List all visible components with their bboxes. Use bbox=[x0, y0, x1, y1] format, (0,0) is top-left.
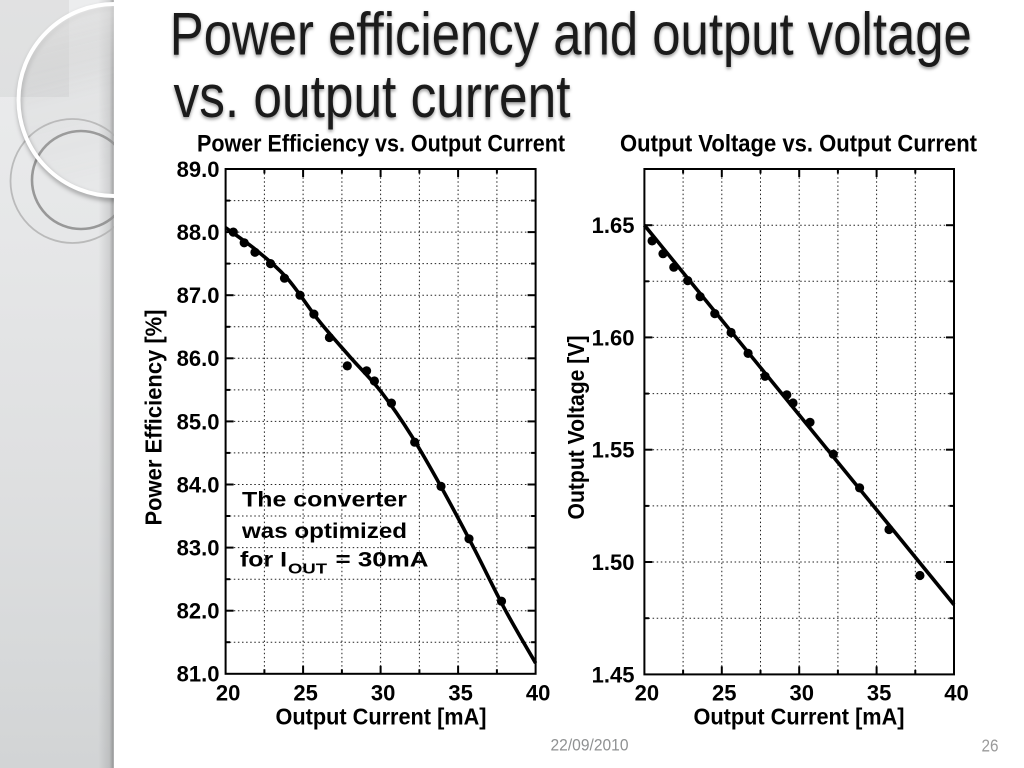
svg-text:30: 30 bbox=[789, 681, 813, 706]
svg-text:Output Current [mA]: Output Current [mA] bbox=[694, 704, 905, 730]
svg-text:was optimized: was optimized bbox=[241, 519, 407, 543]
svg-text:The converter: The converter bbox=[242, 488, 408, 512]
svg-text:83.0: 83.0 bbox=[177, 536, 220, 561]
svg-text:for I: for I bbox=[240, 548, 287, 572]
svg-text:20: 20 bbox=[216, 681, 240, 706]
svg-text:35: 35 bbox=[867, 681, 891, 706]
svg-text:1.45: 1.45 bbox=[592, 662, 635, 687]
svg-text:20: 20 bbox=[635, 681, 659, 706]
svg-text:88.0: 88.0 bbox=[177, 220, 220, 245]
svg-text:Output Voltage [V]: Output Voltage [V] bbox=[563, 336, 589, 520]
svg-text:85.0: 85.0 bbox=[177, 409, 220, 434]
svg-text:89.0: 89.0 bbox=[177, 157, 220, 182]
svg-text:vs. output current: vs. output current bbox=[174, 63, 571, 130]
svg-text:1.55: 1.55 bbox=[592, 438, 635, 463]
svg-text:Output Voltage vs. Output Curr: Output Voltage vs. Output Current bbox=[620, 131, 977, 158]
svg-text:1.60: 1.60 bbox=[592, 325, 635, 350]
svg-text:86.0: 86.0 bbox=[177, 346, 220, 371]
svg-text:OUT: OUT bbox=[288, 561, 327, 578]
svg-text:1.65: 1.65 bbox=[592, 213, 635, 238]
svg-text:40: 40 bbox=[526, 681, 550, 706]
svg-text:40: 40 bbox=[944, 681, 968, 706]
svg-text:25: 25 bbox=[293, 681, 317, 706]
svg-text:Output Current [mA]: Output Current [mA] bbox=[276, 704, 487, 730]
svg-text:82.0: 82.0 bbox=[177, 599, 220, 624]
svg-text:30: 30 bbox=[371, 681, 395, 706]
svg-text:Power Efficiency [%]: Power Efficiency [%] bbox=[141, 310, 167, 526]
svg-text:1.50: 1.50 bbox=[592, 550, 635, 575]
svg-text:87.0: 87.0 bbox=[177, 283, 220, 308]
svg-text:Power Efficiency vs. Output Cu: Power Efficiency vs. Output Current bbox=[197, 131, 565, 158]
svg-text:= 30mA: = 30mA bbox=[336, 548, 429, 572]
svg-text:26: 26 bbox=[982, 736, 999, 756]
svg-text:22/09/2010: 22/09/2010 bbox=[551, 736, 629, 755]
svg-text:Power efficiency and output vo: Power efficiency and output voltage bbox=[170, 1, 972, 68]
svg-text:25: 25 bbox=[712, 681, 736, 706]
svg-text:35: 35 bbox=[448, 681, 472, 706]
svg-text:84.0: 84.0 bbox=[177, 472, 220, 497]
svg-text:81.0: 81.0 bbox=[177, 662, 220, 687]
